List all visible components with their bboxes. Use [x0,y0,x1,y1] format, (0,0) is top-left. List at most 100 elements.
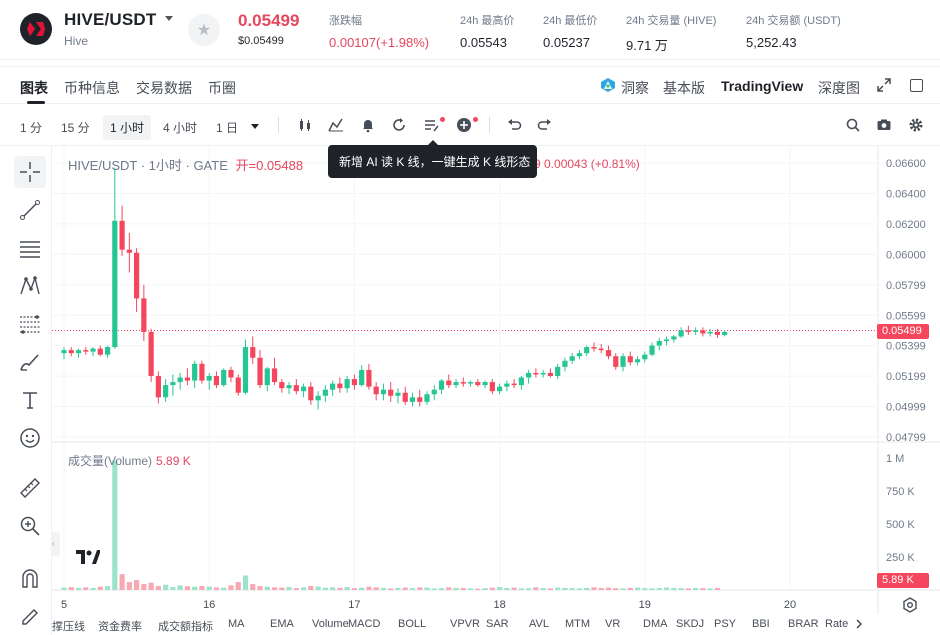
text-tool[interactable] [14,384,46,416]
volume-bar [569,588,575,590]
tab-tradingview[interactable]: TradingView [721,78,804,94]
interval-1h[interactable]: 1 小时 [103,115,152,140]
tab-insight[interactable]: 洞察 [621,80,649,96]
candle-body [199,363,205,381]
candle-body [155,375,161,398]
chart-tab-bar: 图表 币种信息 交易数据 币圈 洞察 基本版 TradingView 深度图 [0,66,940,104]
indicator-7[interactable]: MACD [348,618,381,630]
search-icon[interactable] [845,117,861,133]
indicator-8[interactable]: BOLL [398,618,427,630]
indicator-18[interactable]: BRAR [788,618,819,630]
indicator-3[interactable]: 成交额指标 [158,621,213,633]
redo-icon[interactable] [537,117,553,133]
interval-dropdown-icon[interactable] [251,124,259,129]
indicator-14[interactable]: DMA [643,618,668,630]
new-badge-dot [440,117,445,122]
settings-gear-icon[interactable] [908,117,924,133]
indicator-9[interactable]: VPVR [450,618,480,630]
interval-1m[interactable]: 1 分 [20,121,43,135]
measure-tool[interactable] [14,472,46,504]
candle-body [467,382,474,384]
indicator-17[interactable]: BBI [752,618,770,630]
crosshair-tool[interactable] [14,156,46,188]
interval-1d[interactable]: 1 日 [216,121,239,135]
indicator-19[interactable]: Rate [825,618,849,630]
candle-body [286,385,292,389]
pair-name[interactable]: HIVE/USDT [64,10,157,29]
stat-value: 0.00107(+1.98%) [329,35,430,50]
tab-basic[interactable]: 基本版 [663,80,705,96]
indicators-icon[interactable] [328,117,344,133]
indicator-2[interactable]: 资金费率 [98,621,142,633]
alert-bell-icon[interactable] [360,117,376,133]
insight-icon[interactable] [600,77,616,93]
add-indicator-icon[interactable] [456,117,472,133]
fullscreen-icon[interactable] [910,79,923,92]
horizontal-lines-tool[interactable] [14,232,46,264]
brush-tool[interactable] [14,346,46,378]
indicator-15[interactable]: SKDJ [676,618,705,630]
undo-icon[interactable] [506,117,522,133]
expand-icon[interactable] [876,77,892,93]
indicator-16[interactable]: PSY [714,618,737,630]
tab-depth[interactable]: 深度图 [818,80,860,96]
emoji-tool[interactable] [14,422,46,454]
candle-type-icon[interactable] [297,117,313,133]
ai-kline-icon[interactable] [423,117,439,133]
volume-legend: 成交量(Volume) 5.89 K [68,452,191,469]
volume-bar [584,587,590,590]
volume-bar [533,587,539,590]
indicator-12[interactable]: MTM [565,618,591,630]
indicator-1[interactable]: 撑压线 [52,621,85,633]
candle-body [555,366,561,376]
indicator-5[interactable]: EMA [270,618,294,630]
indicator-10[interactable]: SAR [486,618,509,630]
interval-4h[interactable]: 4 小时 [163,121,198,135]
indicator-13[interactable]: VR [605,618,621,630]
lock-drawings-tool[interactable] [14,598,46,630]
price-chart[interactable]: 0.06600 0.06400 0.06200 0.06000 0.05799 0.055… [52,146,940,614]
price-tick-label: 0.05799 [886,280,926,292]
time-axis: 5 16 17 18 19 20 [61,599,796,611]
candle-body [576,353,583,357]
tab-community[interactable]: 币圈 [208,80,236,96]
zoom-tool[interactable] [14,510,46,542]
volume-bar [634,587,641,590]
candle-body [141,298,147,332]
replay-icon[interactable] [391,117,407,133]
collapse-toolbar-tab[interactable]: ‹ [52,532,60,556]
candle-body [75,350,82,354]
indicator-11[interactable]: AVL [529,618,549,630]
fibonacci-tool[interactable] [14,308,46,340]
favorite-star-button[interactable]: ★ [188,14,220,46]
indicator-4[interactable]: MA [228,618,245,630]
price-axis: 0.06600 0.06400 0.06200 0.06000 0.05799 0.055… [886,158,926,444]
camera-icon[interactable] [876,117,892,133]
pattern-tool[interactable] [14,270,46,302]
chart-settings-icon[interactable] [902,597,918,613]
stat-label: 24h 最低价 [543,15,598,27]
candle-body [424,394,430,402]
volume-bar [170,587,176,590]
volume-bar [279,587,285,590]
volume-bar [700,588,706,590]
tab-trade-data[interactable]: 交易数据 [136,80,192,96]
ruler-icon [20,478,40,498]
volume-bar [184,586,191,590]
magnet-tool[interactable] [14,562,46,594]
interval-15m[interactable]: 15 分 [61,121,90,135]
pair-dropdown-icon[interactable] [165,16,173,21]
price-tick-label: 0.04999 [886,402,926,414]
trend-line-tool[interactable] [14,194,46,226]
tab-coin-info[interactable]: 币种信息 [64,80,120,96]
volume-bar [591,587,597,590]
stat-label: 24h 最高价 [460,15,515,27]
tab-chart[interactable]: 图表 [20,80,48,96]
chevron-right-icon[interactable] [854,618,864,630]
volume-bar [417,587,423,590]
stat-turnover: 24h 交易额 (USDT) 5,252.43 [746,12,841,50]
indicator-6[interactable]: Volume [312,618,349,630]
volume-bar [671,587,677,590]
volume-bar [148,582,154,590]
candle-body [453,382,459,386]
